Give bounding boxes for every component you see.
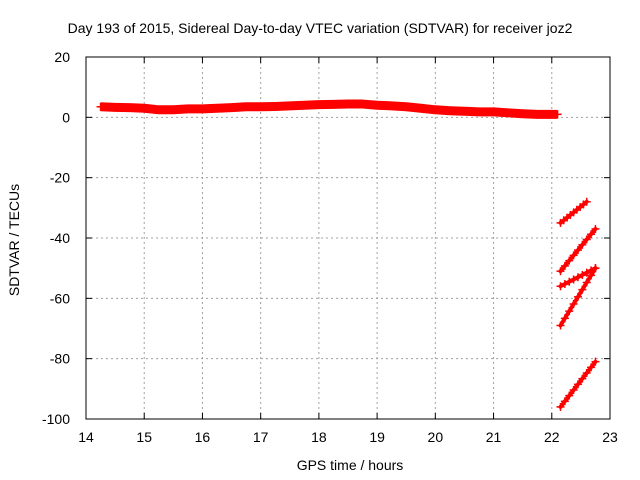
arc-segment	[556, 357, 600, 411]
y-tick-label: 20	[54, 49, 70, 65]
x-tick-label: 21	[486, 429, 502, 445]
y-tick-label: -100	[42, 411, 70, 427]
y-axis-label: SDTVAR / TECUs	[6, 183, 22, 297]
data-point	[227, 103, 236, 112]
y-tick-label: -40	[50, 230, 70, 246]
x-tick-label: 22	[544, 429, 560, 445]
data-point	[198, 104, 207, 113]
data-point	[169, 105, 178, 114]
data-point	[344, 100, 352, 109]
arc-segment	[556, 197, 591, 227]
chart-title: Day 193 of 2015, Sidereal Day-to-day VTE…	[67, 20, 573, 36]
axis-ticks	[85, 56, 611, 420]
x-tick-label: 14	[78, 429, 94, 445]
data-point	[475, 107, 483, 116]
y-tick-label: 0	[62, 109, 70, 125]
data-point	[358, 100, 367, 109]
data-point	[271, 102, 280, 111]
data-point	[140, 104, 149, 113]
data-point	[242, 102, 251, 111]
data-point	[445, 106, 454, 115]
x-tick-label: 16	[195, 429, 211, 445]
data-point	[96, 102, 105, 111]
x-tick-label: 15	[136, 429, 152, 445]
data-point	[402, 102, 411, 111]
data-point	[518, 109, 527, 118]
data-point	[553, 110, 562, 119]
data-point	[154, 105, 163, 114]
data-point	[489, 107, 498, 116]
data-point	[300, 101, 309, 110]
data-point	[213, 104, 221, 113]
x-tick-label: 17	[253, 429, 269, 445]
data-point	[111, 103, 120, 112]
y-tick-labels: 20 0 -20 -40 -60 -80 -100	[42, 49, 70, 427]
data-point	[387, 101, 396, 110]
series-band	[100, 99, 558, 119]
arc-segment	[556, 224, 600, 276]
y-tick-label: -20	[50, 170, 70, 186]
data-point	[256, 102, 265, 111]
x-tick-label: 18	[311, 429, 327, 445]
x-tick-label: 20	[428, 429, 444, 445]
data-point	[533, 110, 542, 119]
data-point	[329, 100, 338, 109]
data-point	[285, 101, 294, 110]
y-tick-label: -80	[50, 351, 70, 367]
data-point	[183, 104, 192, 113]
data-point	[431, 105, 440, 114]
data-point	[504, 108, 513, 117]
data-point	[314, 100, 323, 109]
arc-segment	[556, 264, 600, 330]
x-tick-label: 19	[369, 429, 385, 445]
data-point	[416, 104, 425, 113]
y-tick-label: -60	[50, 290, 70, 306]
data-point	[125, 103, 134, 112]
data-marks	[96, 99, 600, 411]
x-tick-labels: 14 15 16 17 18 19 20 21 22 23	[78, 429, 618, 445]
data-point	[373, 101, 382, 110]
x-axis-label: GPS time / hours	[296, 457, 404, 473]
x-tick-label: 23	[602, 429, 618, 445]
data-point	[460, 107, 469, 116]
